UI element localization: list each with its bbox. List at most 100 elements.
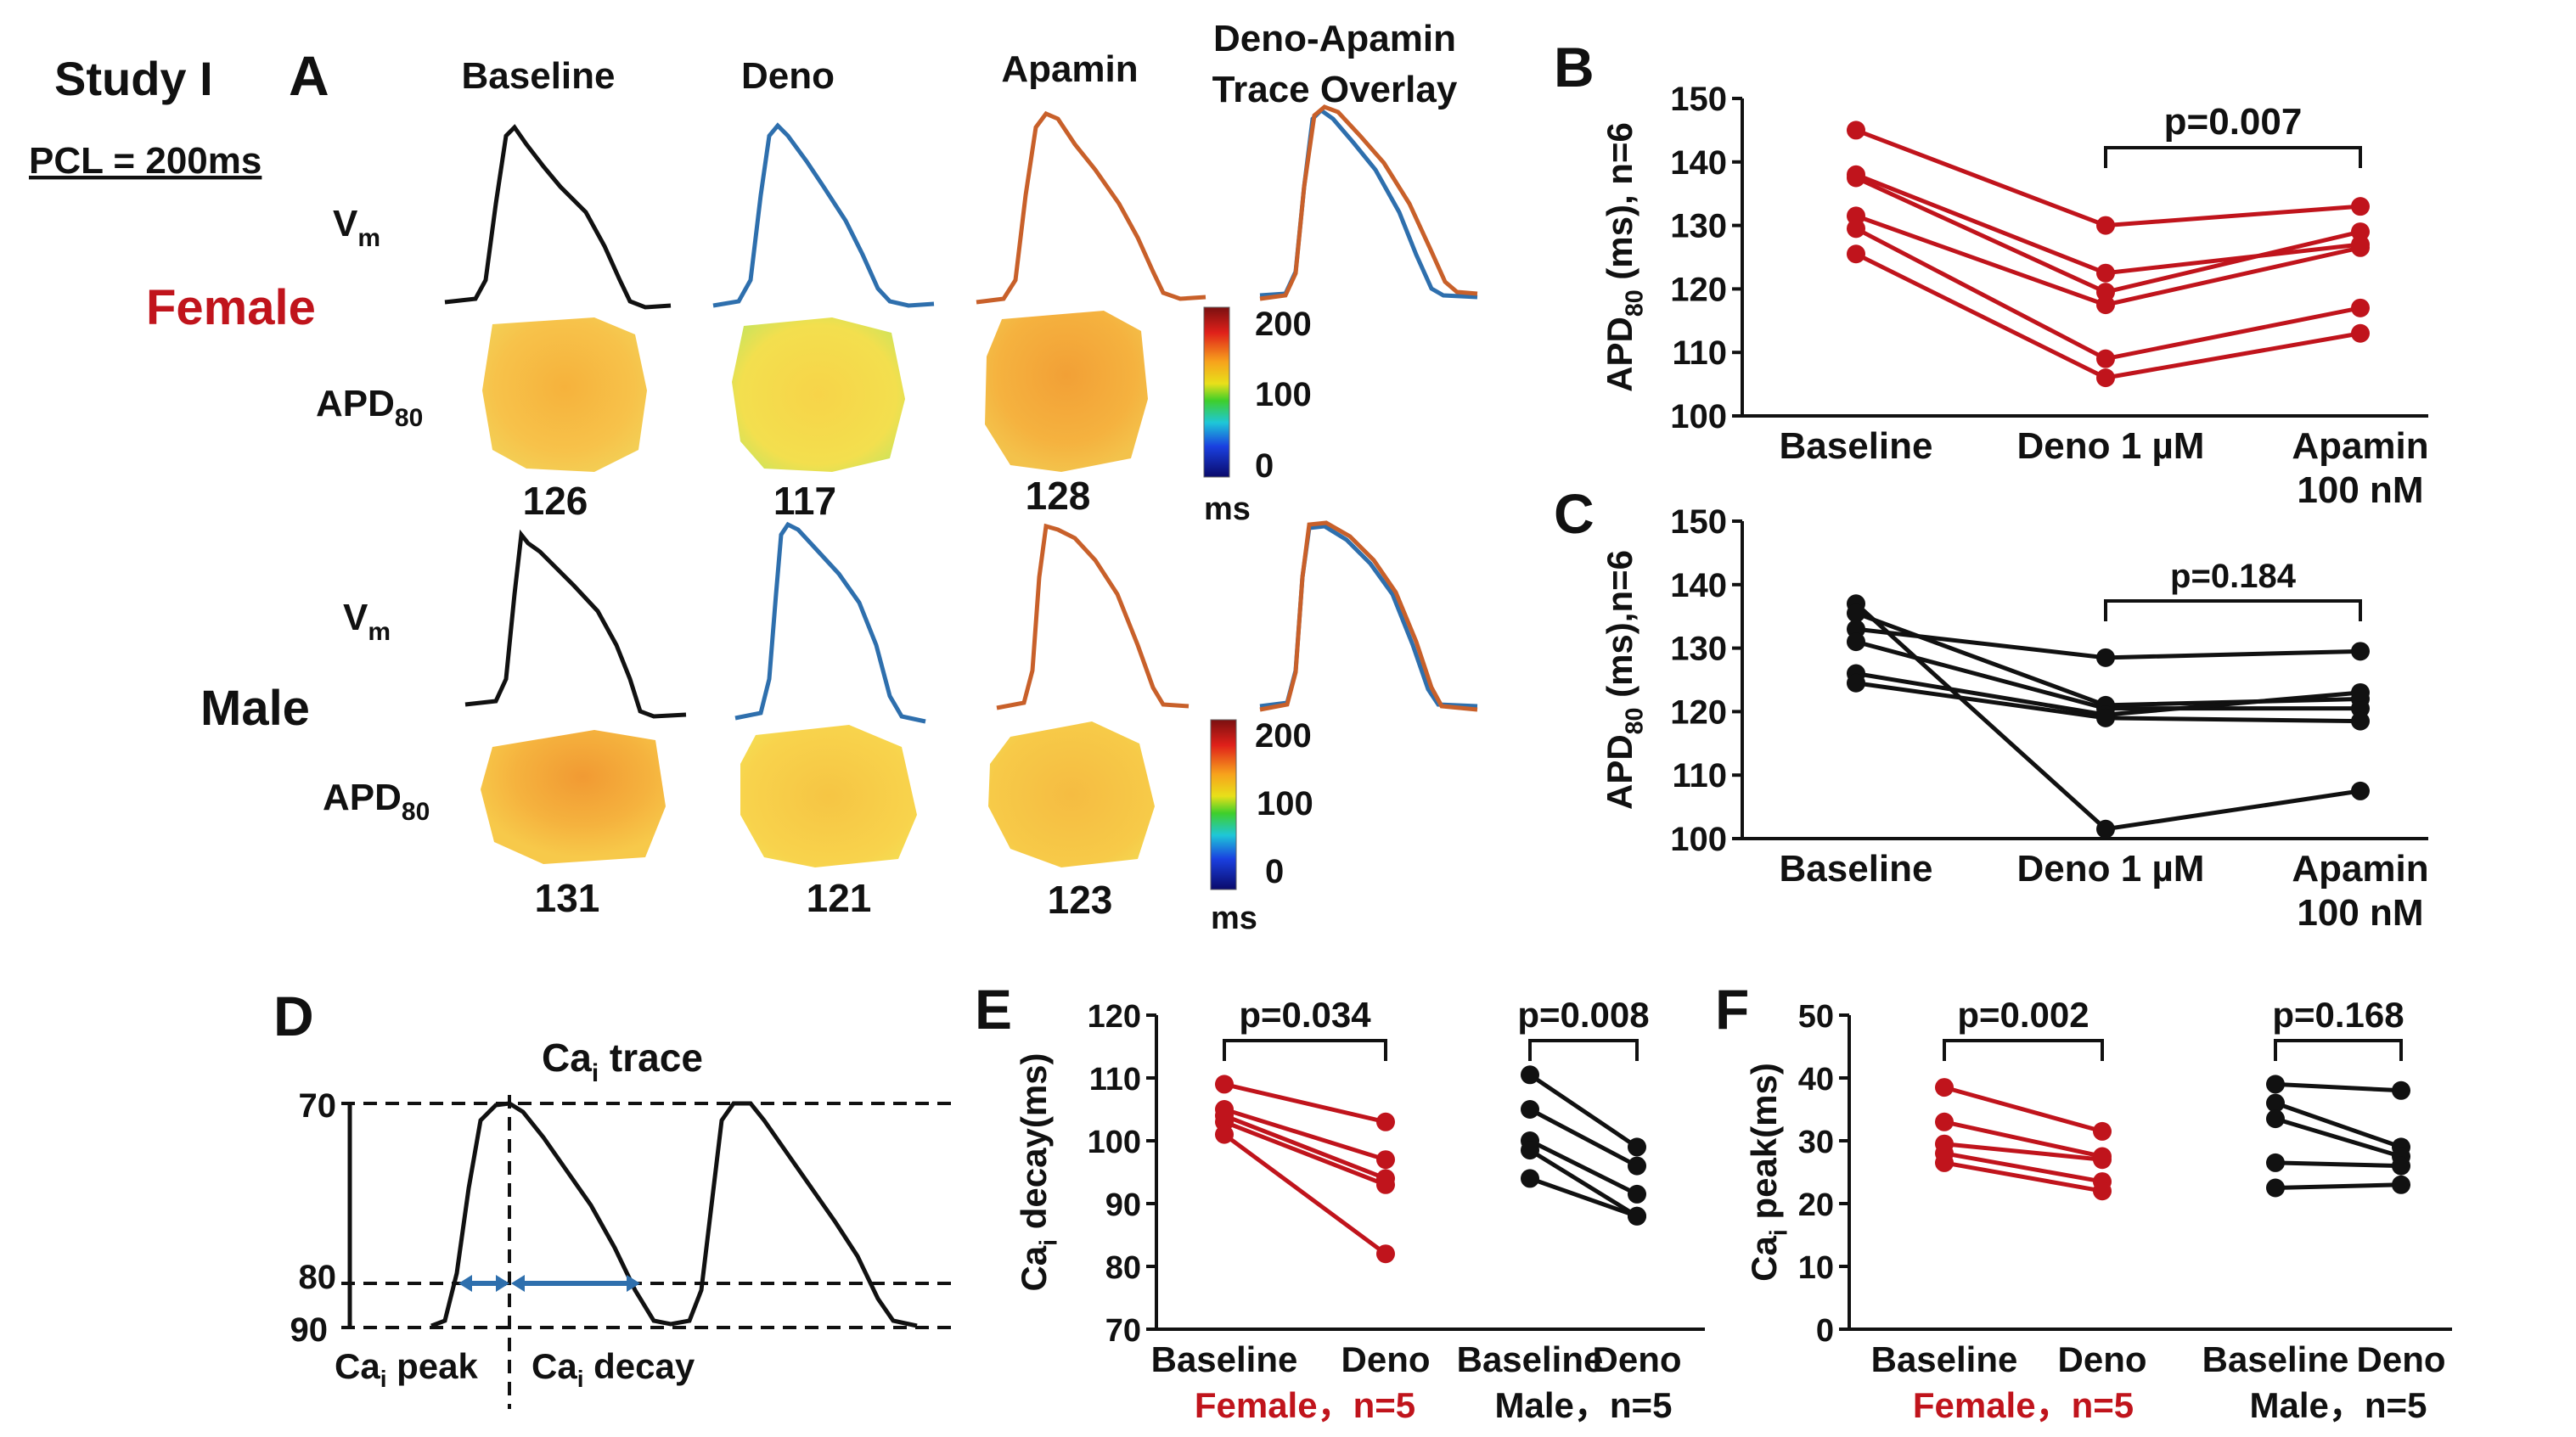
panel-b-data-point <box>2096 263 2115 283</box>
panel-b-letter: B <box>1554 36 1595 98</box>
panel-e-pvalue-bracket <box>1528 1039 1639 1061</box>
panel-f-ytick-label: 20 <box>1798 1187 1834 1223</box>
panel-e-pvalue-label: p=0.008 <box>1517 995 1649 1035</box>
panel-e-series-line <box>1528 1138 1639 1197</box>
panel-b-xlabel-deno: Deno 1 µM <box>2017 425 2205 467</box>
panel-f-group-caption: Male，n=5 <box>2250 1385 2427 1425</box>
panel-e-data-point <box>1376 1244 1395 1264</box>
panel-e-series-line <box>1528 1107 1639 1168</box>
panel-d: D Cai trace 70 80 90 Cai peak Cai decay <box>273 985 959 1409</box>
apd-value-male-baseline: 131 <box>535 876 600 920</box>
panel-b-data-point <box>2096 349 2115 368</box>
apd-map-female-apamin <box>985 311 1148 472</box>
panel-b-ytick-label: 150 <box>1670 81 1727 118</box>
panel-e-group-caption: Male，n=5 <box>1495 1385 1673 1425</box>
vm-label-female: Vm <box>333 203 380 252</box>
panel-f-series-line <box>1943 1120 2103 1159</box>
panel-e-ytick-label: 70 <box>1105 1313 1141 1349</box>
panel-f-data-point <box>2266 1093 2285 1113</box>
panel-e-ytick-label: 90 <box>1105 1187 1141 1223</box>
panel-e-ytick-label: 80 <box>1105 1250 1141 1286</box>
panel-d-cai-trace <box>430 1101 918 1328</box>
panel-c-data-point <box>2351 642 2370 661</box>
panel-b-xlabel-baseline: Baseline <box>1780 425 1933 467</box>
panel-e-data-point <box>1628 1206 1646 1226</box>
pcl-label: PCL = 200ms <box>29 140 262 182</box>
panel-c-ytick-label: 120 <box>1670 693 1727 731</box>
col-header-apamin: Apamin <box>1001 48 1138 90</box>
panel-e-data-point <box>1376 1112 1395 1131</box>
panel-e-data-point <box>1376 1175 1395 1194</box>
panel-b-data-point <box>1847 244 1865 264</box>
panel-e-series-line <box>1529 1176 1638 1219</box>
panel-b-ytick-label: 110 <box>1672 334 1727 372</box>
panel-c-data-point <box>1847 603 1865 623</box>
vm-trace-male-baseline <box>464 529 687 719</box>
panel-f-series-line <box>1943 1151 2103 1184</box>
apd-map-female-baseline <box>482 317 647 472</box>
panel-b-data-point <box>2096 368 2115 388</box>
panel-f-data-point <box>2392 1156 2410 1176</box>
panel-e-xlabel-deno: Deno <box>1341 1339 1431 1379</box>
panel-f-ytick-label: 40 <box>1798 1062 1834 1097</box>
panel-e-data-point <box>1521 1100 1539 1119</box>
panel-b-xlabel-apamin-2: 100 nM <box>2297 469 2423 511</box>
panel-c-ylabel: APD80 (ms),n=6 <box>1600 550 1649 810</box>
col-header-deno: Deno <box>741 55 835 97</box>
colorbar-male: 200 100 0 ms <box>1210 717 1313 936</box>
apd-label-female: APD80 <box>316 383 423 432</box>
panel-e-data-point <box>1628 1137 1646 1157</box>
panel-e-series-line <box>1223 1114 1386 1181</box>
panel-d-label-decay: Cai decay <box>532 1346 695 1392</box>
panel-d-letter: D <box>273 985 314 1047</box>
panel-c-xlabel-apamin-2: 100 nM <box>2297 892 2423 934</box>
panel-d-decay-arrowheads <box>511 1275 640 1292</box>
colorbar-male-tick-200: 200 <box>1255 717 1312 755</box>
panel-e-xlabel-deno: Deno <box>1593 1339 1682 1379</box>
panel-b-data-point <box>2351 238 2370 257</box>
apd-map-male-apamin <box>988 721 1155 867</box>
panel-f-data-point <box>1935 1153 1954 1172</box>
panel-f-pvalue-bracket <box>2274 1039 2403 1061</box>
panel-c-xlabel-apamin-1: Apamin <box>2292 848 2428 890</box>
panel-f-series-line <box>2275 1081 2402 1093</box>
panel-d-label-peak: Cai peak <box>335 1346 479 1392</box>
panel-c-data-point <box>2096 648 2115 667</box>
panel-d-ytick-100: 70 <box>299 1087 337 1125</box>
panel-b-pvalue-label: p=0.007 <box>2164 101 2303 143</box>
panel-f-data-point <box>2093 1150 2112 1170</box>
apd-value-male-apamin: 123 <box>1048 878 1113 922</box>
panel-e-data-point <box>1376 1150 1395 1170</box>
panel-f-series-line <box>1943 1085 2103 1134</box>
panel-b-ytick-label: 140 <box>1670 144 1727 182</box>
panel-b-xlabel-apamin-1: Apamin <box>2292 425 2428 467</box>
panel-f-data-point <box>2266 1153 2285 1172</box>
vm-trace-male-deno <box>734 521 926 724</box>
panel-e-xlabel-baseline: Baseline <box>1457 1339 1604 1379</box>
panel-c-pvalue-label: p=0.184 <box>2170 558 2297 595</box>
panel-c-data-point <box>2351 682 2370 702</box>
vm-trace-female-overlay-deno <box>1259 107 1478 300</box>
panel-e-data-point <box>1521 1065 1539 1085</box>
apd-value-female-baseline: 126 <box>523 479 588 523</box>
panel-f-pvalue-label: p=0.168 <box>2272 995 2404 1035</box>
panel-a-letter: A <box>289 44 329 107</box>
panel-f-ytick-label: 10 <box>1798 1250 1834 1286</box>
col-header-overlay-line2: Trace Overlay <box>1212 69 1458 110</box>
panel-e-series-line <box>1528 1148 1639 1218</box>
panel-e-pvalue-bracket <box>1223 1039 1387 1061</box>
colorbar-male-unit: ms <box>1211 901 1257 936</box>
panel-e-ytick-label: 100 <box>1088 1125 1141 1160</box>
vm-trace-male-apamin <box>996 523 1190 710</box>
panel-f-ytick-label: 0 <box>1816 1313 1834 1349</box>
colorbar-male-gradient <box>1210 719 1237 890</box>
male-label: Male <box>200 681 310 736</box>
panel-f-data-point <box>2266 1109 2285 1129</box>
panel-e-series-line <box>1223 1107 1386 1162</box>
panel-f-series-line <box>2275 1160 2402 1169</box>
panel-c-data-point <box>1847 632 1865 652</box>
panel-b-data-point <box>2096 216 2115 235</box>
panel-e-data-point <box>1521 1169 1539 1188</box>
